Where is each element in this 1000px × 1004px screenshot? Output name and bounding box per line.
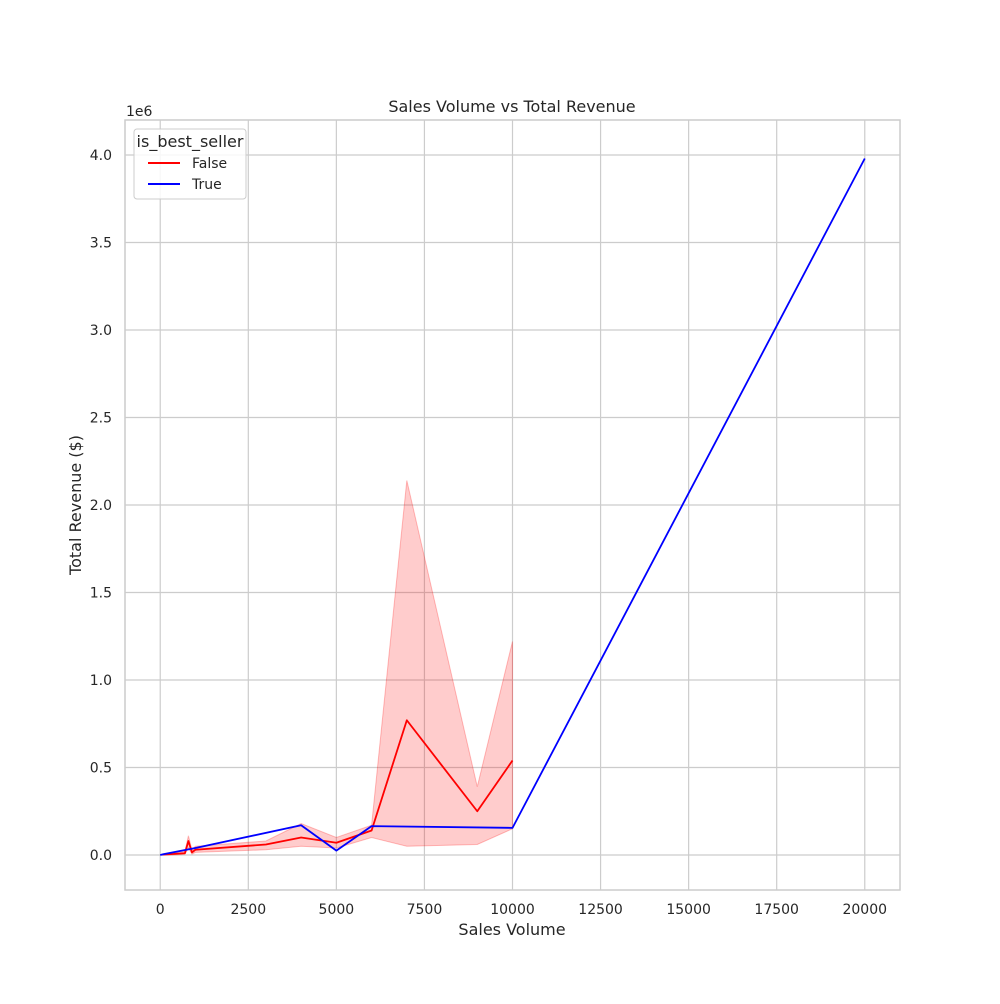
series-line-false (161, 719, 514, 856)
x-tick-label: 12500 (578, 902, 623, 918)
chart-title: Sales Volume vs Total Revenue (388, 97, 635, 116)
x-tick-label: 20000 (842, 902, 887, 918)
x-tick-label: 5000 (319, 902, 355, 918)
legend-box (133, 128, 247, 200)
x-tick-label: 7500 (407, 902, 443, 918)
y-tick-label: 0.5 (90, 761, 112, 777)
x-axis-label: Sales Volume (458, 920, 565, 939)
x-tick-label: 15000 (666, 902, 711, 918)
x-tick-label: 0 (156, 902, 165, 918)
y-tick-label: 2.0 (90, 498, 112, 514)
x-tick-label: 2500 (230, 902, 266, 918)
x-tick-labels: 0 2500 5000 7500 10000 12500 15000 17500 20000 (156, 902, 887, 918)
legend-label-true: True (191, 177, 222, 193)
y-tick-label: 1.0 (90, 673, 112, 689)
y-tick-labels: 0.0 0.5 1.0 1.5 2.0 2.5 3.0 3.5 4.0 (90, 148, 112, 864)
y-tick-label: 2.5 (90, 411, 112, 427)
x-tick-label: 10000 (490, 902, 535, 918)
y-tick-label: 3.5 (90, 236, 112, 252)
legend: is_best_seller False True (133, 128, 247, 200)
y-tick-label: 1.5 (90, 586, 112, 602)
y-scale-offset: 1e6 (126, 104, 153, 120)
legend-label-false: False (192, 156, 227, 172)
x-tick-label: 17500 (754, 902, 799, 918)
y-tick-label: 4.0 (90, 148, 112, 164)
series-line-true (160, 158, 866, 856)
series-lines (160, 158, 866, 856)
y-tick-label: 0.0 (90, 848, 112, 864)
plot-frame (124, 119, 901, 891)
y-tick-label: 3.0 (90, 323, 112, 339)
y-axis-label: Total Revenue ($) (66, 435, 85, 576)
legend-title: is_best_seller (137, 132, 244, 152)
grid-lines (125, 120, 900, 890)
